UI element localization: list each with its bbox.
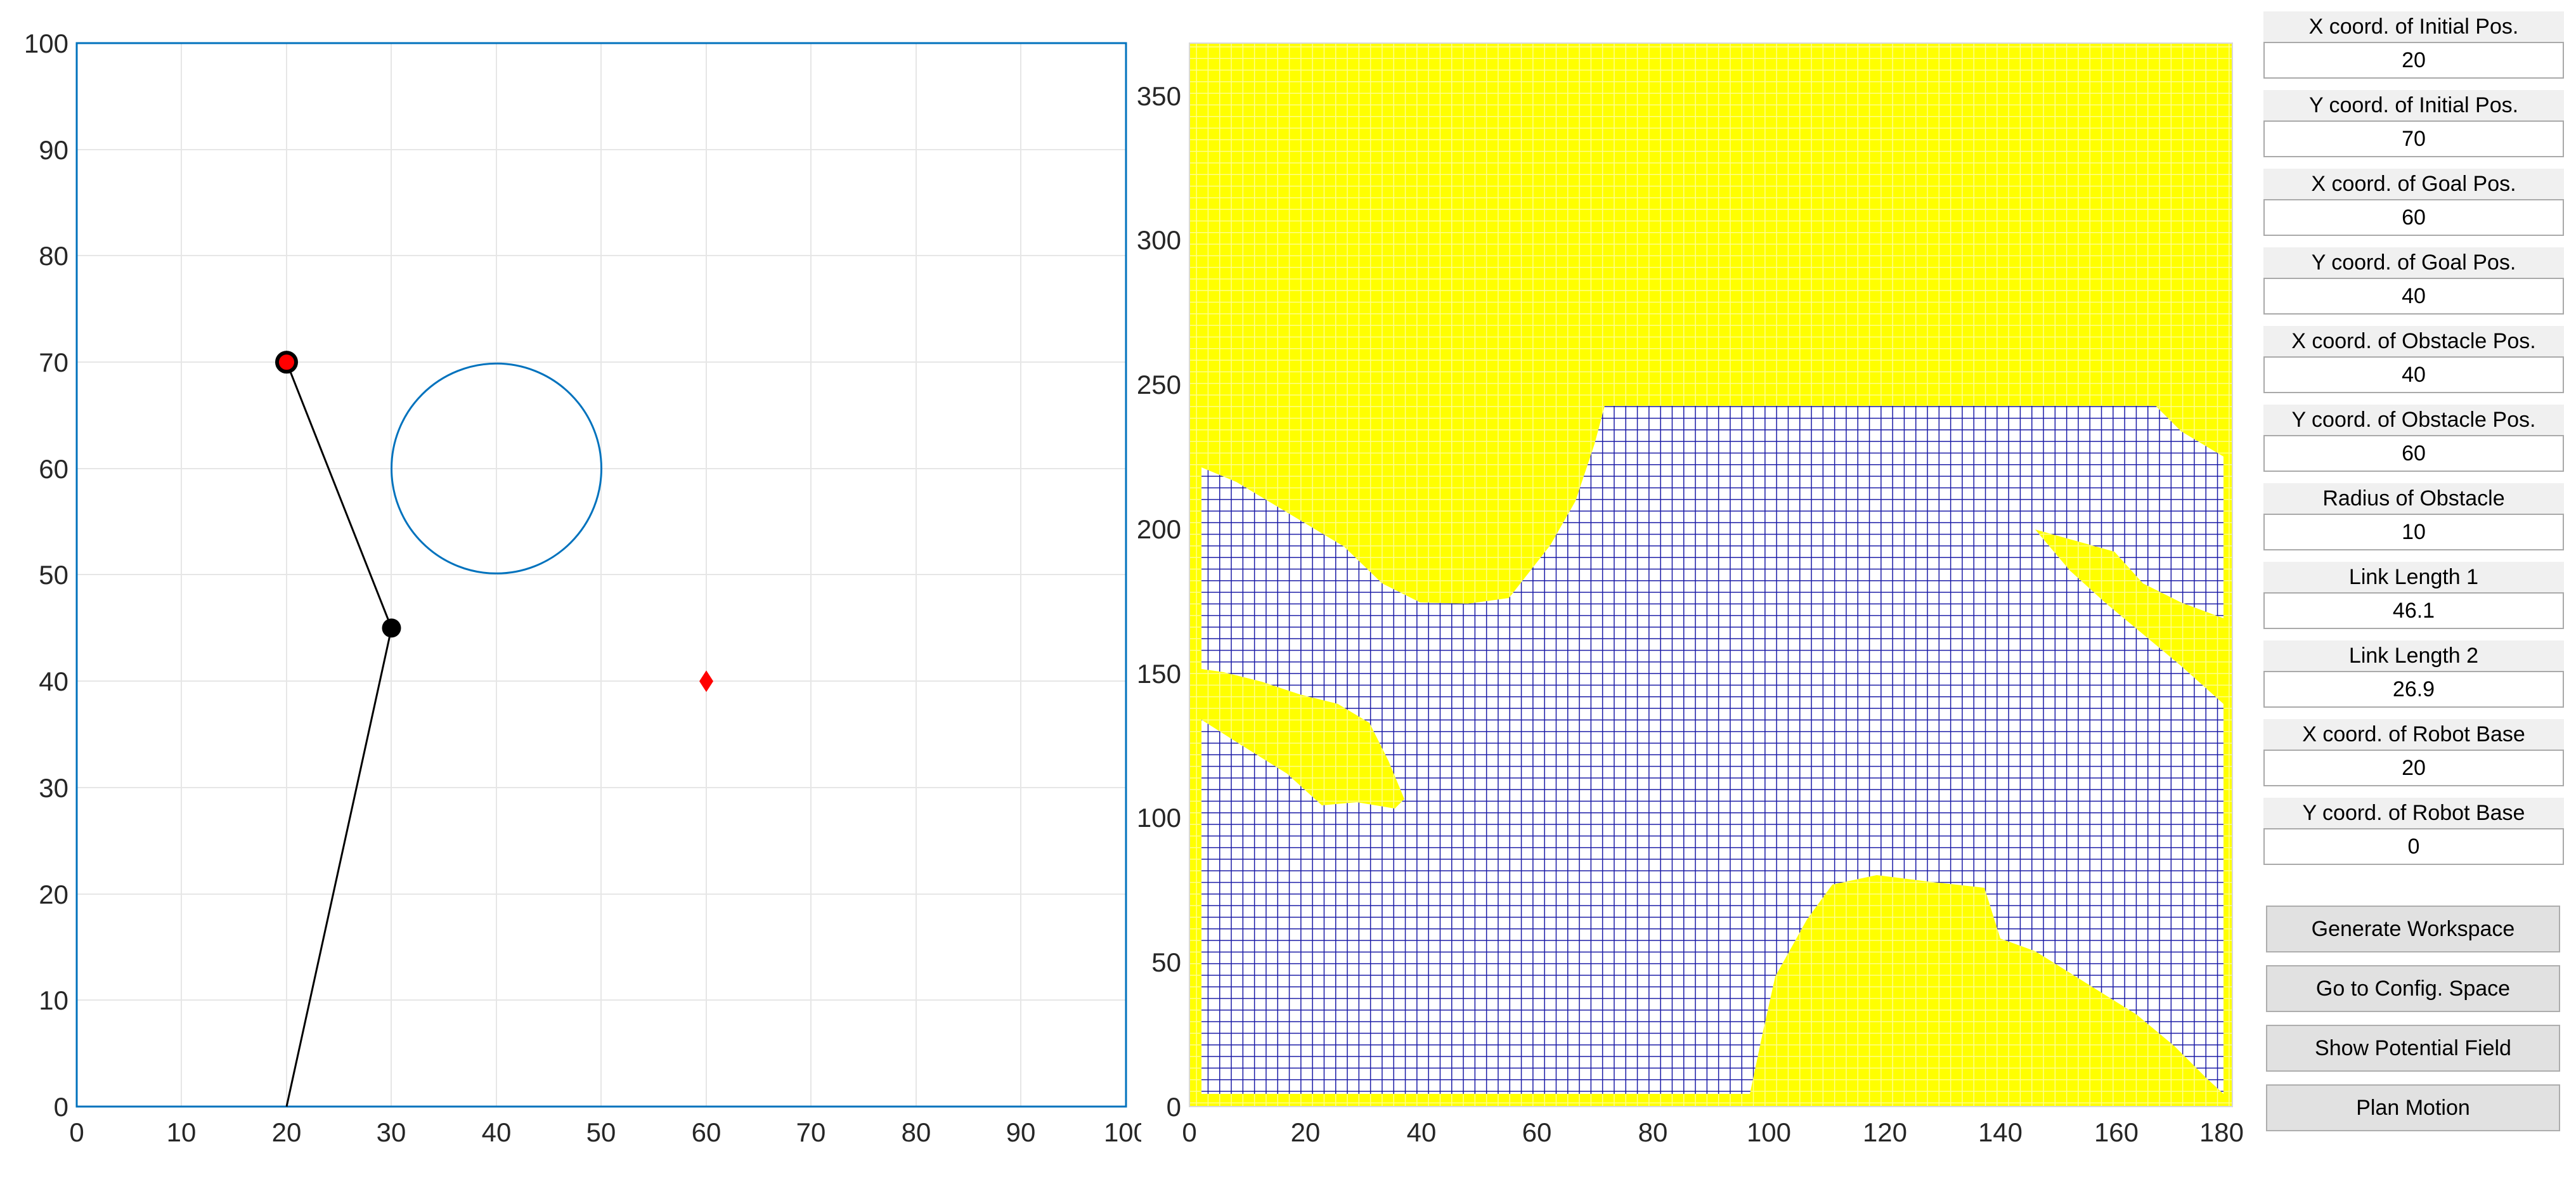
plan-motion-button[interactable]: Plan Motion (2266, 1084, 2560, 1131)
field-label: X coord. of Goal Pos. (2263, 169, 2564, 199)
cs-x-tick: 120 (1863, 1117, 1907, 1147)
cs-x-tick: 160 (2094, 1117, 2139, 1147)
ws-y-tick: 50 (39, 560, 68, 590)
ws-x-tick: 50 (586, 1117, 616, 1147)
parameter-panel: X coord. of Initial Pos. Y coord. of Ini… (2263, 11, 2564, 876)
field-label: Y coord. of Goal Pos. (2263, 247, 2564, 278)
robot-end-effector (275, 351, 298, 374)
field-base-y: Y coord. of Robot Base (2263, 798, 2564, 865)
field-link-length-2: Link Length 2 (2263, 640, 2564, 708)
field-label: Y coord. of Obstacle Pos. (2263, 405, 2564, 435)
goal-x-input[interactable] (2263, 199, 2564, 236)
cs-y-tick: 250 (1137, 370, 1181, 400)
cs-x-tick: 20 (1291, 1117, 1321, 1147)
cs-y-tick-labels: 0 50 100 150 200 250 300 350 (1137, 81, 1181, 1122)
cs-x-tick: 140 (1978, 1117, 2023, 1147)
field-label: X coord. of Obstacle Pos. (2263, 326, 2564, 356)
field-base-x: X coord. of Robot Base (2263, 719, 2564, 786)
field-goal-y: Y coord. of Goal Pos. (2263, 247, 2564, 315)
cs-y-tick: 100 (1137, 803, 1181, 833)
ws-y-tick: 0 (54, 1092, 68, 1122)
robot-link-2 (285, 361, 392, 628)
ws-x-tick: 90 (1006, 1117, 1036, 1147)
cs-y-tick: 350 (1137, 81, 1181, 111)
goal-marker (699, 670, 713, 692)
ws-y-tick: 30 (39, 773, 68, 803)
ws-y-tick-labels: 0 10 20 30 40 50 60 70 80 90 100 (24, 29, 68, 1122)
ws-x-tick: 70 (796, 1117, 826, 1147)
field-label: Link Length 1 (2263, 562, 2564, 592)
obstacle-y-input[interactable] (2263, 435, 2564, 472)
cs-y-tick: 150 (1137, 659, 1181, 689)
field-initial-y: Y coord. of Initial Pos. (2263, 90, 2564, 157)
ws-x-tick: 20 (272, 1117, 302, 1147)
goal-y-input[interactable] (2263, 278, 2564, 315)
cs-x-tick-labels: 0 20 40 60 80 100 120 140 160 180 (1182, 1117, 2244, 1147)
ws-y-tick: 70 (39, 348, 68, 377)
obstacle-x-input[interactable] (2263, 356, 2564, 393)
ws-x-tick: 60 (692, 1117, 722, 1147)
base-x-input[interactable] (2263, 750, 2564, 786)
cs-y-tick: 0 (1167, 1092, 1181, 1122)
obstacle-region-main (1201, 406, 2223, 1094)
workspace-plot: 0 10 20 30 40 50 60 70 80 90 100 0 10 20… (24, 29, 1141, 1147)
ws-x-tick: 100 (1104, 1117, 1141, 1147)
cs-x-tick: 0 (1182, 1117, 1196, 1147)
ws-y-tick: 20 (39, 880, 68, 909)
cs-x-tick: 80 (1638, 1117, 1668, 1147)
base-y-input[interactable] (2263, 828, 2564, 865)
ws-y-tick: 10 (39, 985, 68, 1015)
ws-y-tick: 100 (24, 29, 68, 58)
field-goal-x: X coord. of Goal Pos. (2263, 169, 2564, 236)
ws-x-tick: 40 (482, 1117, 512, 1147)
field-label: Y coord. of Robot Base (2263, 798, 2564, 828)
cs-x-tick: 100 (1747, 1117, 1791, 1147)
robot-link-1 (285, 628, 392, 1107)
initial-x-input[interactable] (2263, 42, 2564, 79)
cs-x-tick: 60 (1522, 1117, 1552, 1147)
link-length-1-input[interactable] (2263, 592, 2564, 629)
field-label: Y coord. of Initial Pos. (2263, 90, 2564, 120)
field-label: X coord. of Robot Base (2263, 719, 2564, 750)
link-length-2-input[interactable] (2263, 671, 2564, 708)
generate-workspace-button[interactable]: Generate Workspace (2266, 906, 2560, 952)
ws-y-tick: 90 (39, 135, 68, 165)
field-link-length-1: Link Length 1 (2263, 562, 2564, 629)
ws-grid (77, 43, 1126, 1107)
cs-y-tick: 300 (1137, 225, 1181, 255)
config-space-button[interactable]: Go to Config. Space (2266, 965, 2560, 1012)
ws-y-tick: 60 (39, 454, 68, 484)
cs-x-tick: 40 (1407, 1117, 1437, 1147)
cs-x-tick: 180 (2199, 1117, 2244, 1147)
initial-y-input[interactable] (2263, 120, 2564, 157)
field-label: X coord. of Initial Pos. (2263, 11, 2564, 42)
action-buttons: Generate Workspace Go to Config. Space S… (2266, 906, 2563, 1144)
ws-x-tick: 30 (377, 1117, 406, 1147)
cs-y-tick: 50 (1151, 947, 1181, 977)
cs-axes-box (1189, 42, 2233, 1107)
ws-x-tick: 0 (69, 1117, 84, 1147)
field-obstacle-x: X coord. of Obstacle Pos. (2263, 326, 2564, 393)
robot-elbow-joint (382, 618, 401, 638)
ws-y-tick: 40 (39, 666, 68, 696)
field-obstacle-radius: Radius of Obstacle (2263, 483, 2564, 550)
ws-y-tick: 80 (39, 241, 68, 271)
field-label: Link Length 2 (2263, 640, 2564, 671)
field-label: Radius of Obstacle (2263, 483, 2564, 514)
potential-field-button[interactable]: Show Potential Field (2266, 1025, 2560, 1072)
config-space-plot: 0 20 40 60 80 100 120 140 160 180 0 50 1… (1137, 42, 2244, 1147)
obstacle-radius-input[interactable] (2263, 514, 2564, 550)
ws-x-tick-labels: 0 10 20 30 40 50 60 70 80 90 100 (69, 1117, 1141, 1147)
ws-x-tick: 10 (167, 1117, 197, 1147)
field-obstacle-y: Y coord. of Obstacle Pos. (2263, 405, 2564, 472)
ws-x-tick: 80 (902, 1117, 931, 1147)
ws-axes-box (75, 42, 1127, 1108)
cs-y-tick: 200 (1137, 514, 1181, 544)
obstacle-circle (391, 362, 602, 575)
field-initial-x: X coord. of Initial Pos. (2263, 11, 2564, 79)
